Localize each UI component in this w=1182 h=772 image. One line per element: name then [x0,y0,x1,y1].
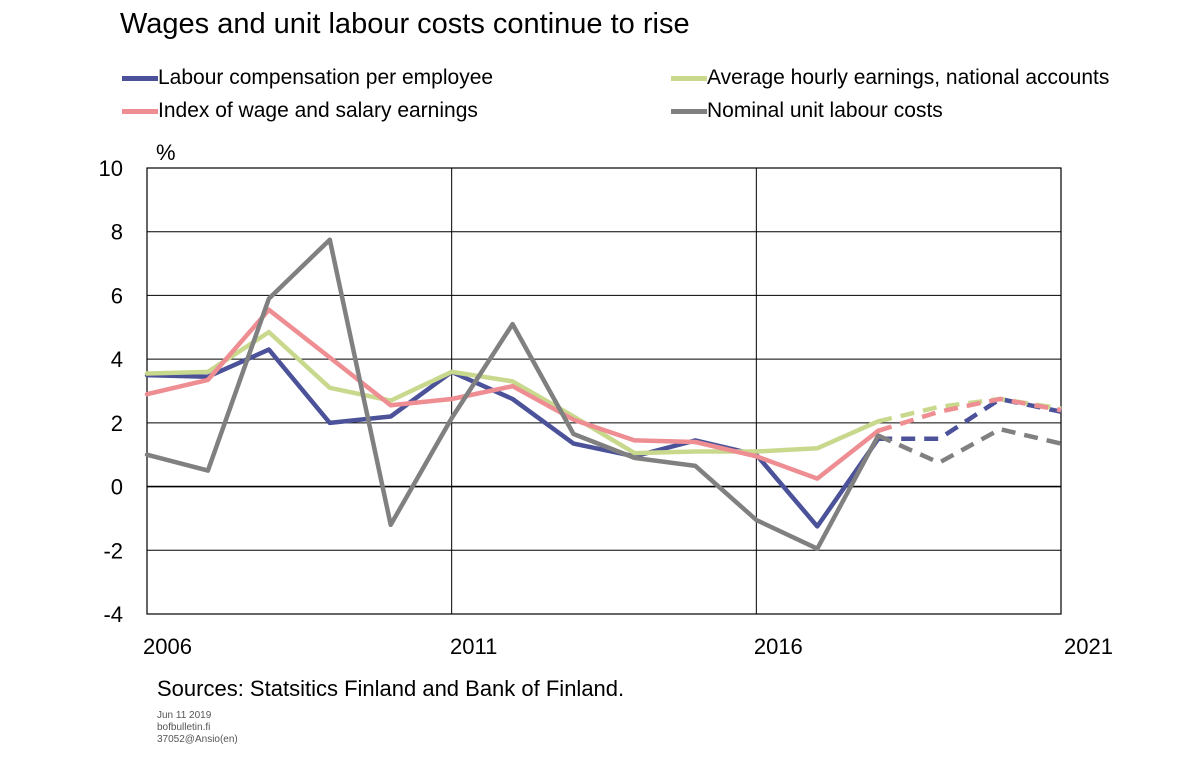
x-tick-label: 2021 [1064,634,1113,659]
legend-item-average-hourly-earnings: Average hourly earnings, national accoun… [671,65,1109,91]
series-line-0 [144,347,881,529]
legend-label: Labour compensation per employee [158,66,494,89]
grid-layer [147,168,1061,614]
axis-layer: -4 -2 0 2 4 6 8 10 2006 2011 2016 2021 [99,156,1113,659]
x-tick-label: 2011 [450,634,497,659]
series-forecast-line-3 [877,426,1062,465]
series-line-2 [144,307,881,481]
y-tick-label: 2 [111,411,123,436]
source-note: Sources: Statsitics Finland and Bank of … [157,676,625,701]
y-axis-unit-label: % [156,140,176,165]
meta-code: 37052@Ansio(en) [157,734,238,745]
legend-label: Nominal unit labour costs [707,99,943,122]
meta-date: Jun 11 2019 [157,710,212,721]
legend-swatch-average-hourly-earnings [671,75,707,81]
y-tick-label: 4 [111,347,123,372]
legend-swatch-unit-labour-costs [671,108,707,114]
y-tick-label: 6 [111,283,123,308]
legend-item-unit-labour-costs: Nominal unit labour costs [671,98,943,124]
series-forecast-line-2 [877,396,1062,433]
y-tick-label: 10 [99,156,123,181]
series-line-3 [144,237,881,551]
series-layer [144,237,1062,551]
y-tick-label: -4 [103,602,123,627]
meta-site: bofbulletin.fi [157,722,211,733]
plot-frame [146,167,1062,615]
y-tick-label: 0 [111,475,123,500]
series-forecast-line-1 [877,396,1062,424]
legend-item-wage-index: Index of wage and salary earnings [122,98,478,124]
series-line-1 [144,329,881,456]
x-tick-label: 2006 [143,634,192,659]
legend-swatch-wage-index [122,108,158,114]
y-tick-label: -2 [103,538,123,563]
legend-item-labour-compensation: Labour compensation per employee [122,65,493,91]
legend-label: Average hourly earnings, national accoun… [707,66,1110,89]
series-forecast-line-0 [878,396,1062,442]
y-tick-label: 8 [111,220,123,245]
x-tick-label: 2016 [754,634,803,659]
legend-label: Index of wage and salary earnings [158,99,478,122]
legend-swatch-labour-compensation [122,75,158,81]
chart-title: Wages and unit labour costs continue to … [120,8,690,40]
